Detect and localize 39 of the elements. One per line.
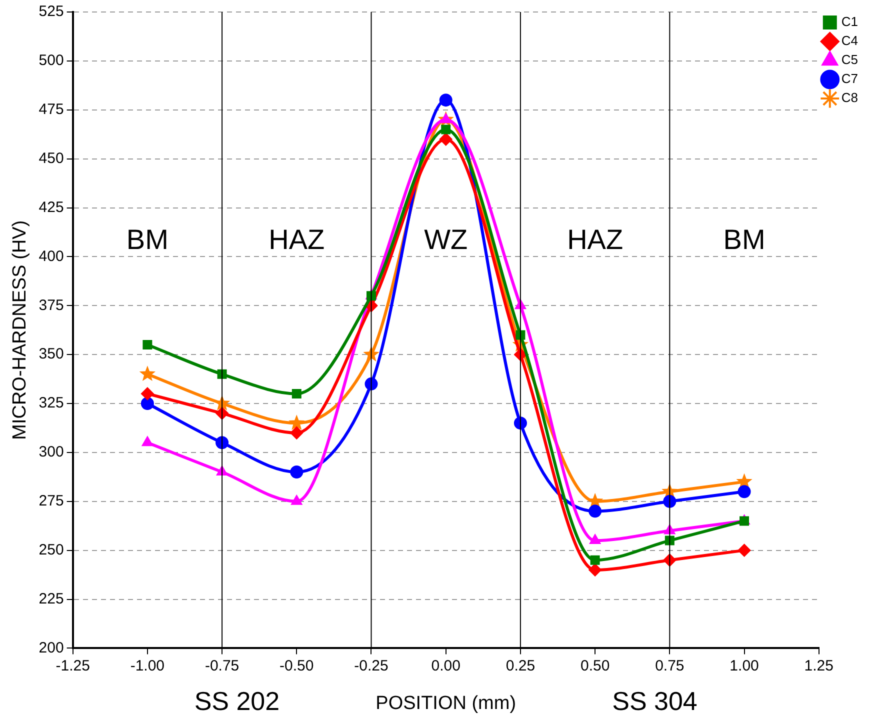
x-tick-label: -1.00 [130, 657, 165, 674]
y-axis-title: MICRO-HARDNESS (HV) [10, 220, 31, 440]
y-tick-label: 200 [38, 639, 64, 656]
annotation: HAZ [567, 224, 624, 255]
x-tick-label: 1.00 [730, 657, 759, 674]
legend-label: C1 [841, 14, 858, 30]
legend-label: C5 [841, 52, 858, 68]
y-tick-label: 525 [38, 3, 64, 20]
x-tick-label: -0.25 [354, 657, 388, 674]
text: SS 304 [612, 686, 698, 716]
legend-label: C8 [841, 90, 858, 106]
annotation: BM [723, 224, 766, 255]
x-tick-label: 0.50 [580, 657, 610, 674]
x-axis-title: POSITION (mm) [376, 692, 516, 714]
legend-label: C7 [841, 71, 858, 86]
x-tick-label: -1.25 [56, 657, 90, 674]
y-tick-label: 400 [38, 248, 64, 265]
y-tick-label: 450 [38, 150, 64, 167]
y-tick-label: 475 [38, 101, 64, 118]
y-tick-label: 425 [38, 198, 64, 216]
annotation: WZ [424, 224, 468, 255]
y-tick-label: 250 [38, 541, 64, 558]
x-tick-label: 0.75 [655, 657, 684, 674]
x-tick-label: 0.00 [431, 657, 460, 674]
y-tick-label: 275 [38, 492, 64, 510]
y-tick-label: 225 [38, 590, 64, 608]
x-tick-label: 0.25 [506, 657, 536, 674]
x-tick-label: -0.75 [204, 657, 240, 674]
y-tick-label: 300 [38, 444, 64, 461]
y-tick-label: 500 [38, 52, 64, 70]
annotation: HAZ [268, 224, 325, 255]
x-tick-label: -0.50 [280, 657, 314, 674]
text: SS 202 [194, 686, 280, 716]
x-tick-label: 1.25 [804, 657, 834, 674]
y-tick-label: 375 [38, 296, 64, 314]
y-tick-label: 350 [38, 346, 64, 363]
annotation: BM [126, 224, 168, 255]
y-tick-label: 325 [38, 394, 64, 412]
legend-label: C4 [841, 33, 858, 48]
